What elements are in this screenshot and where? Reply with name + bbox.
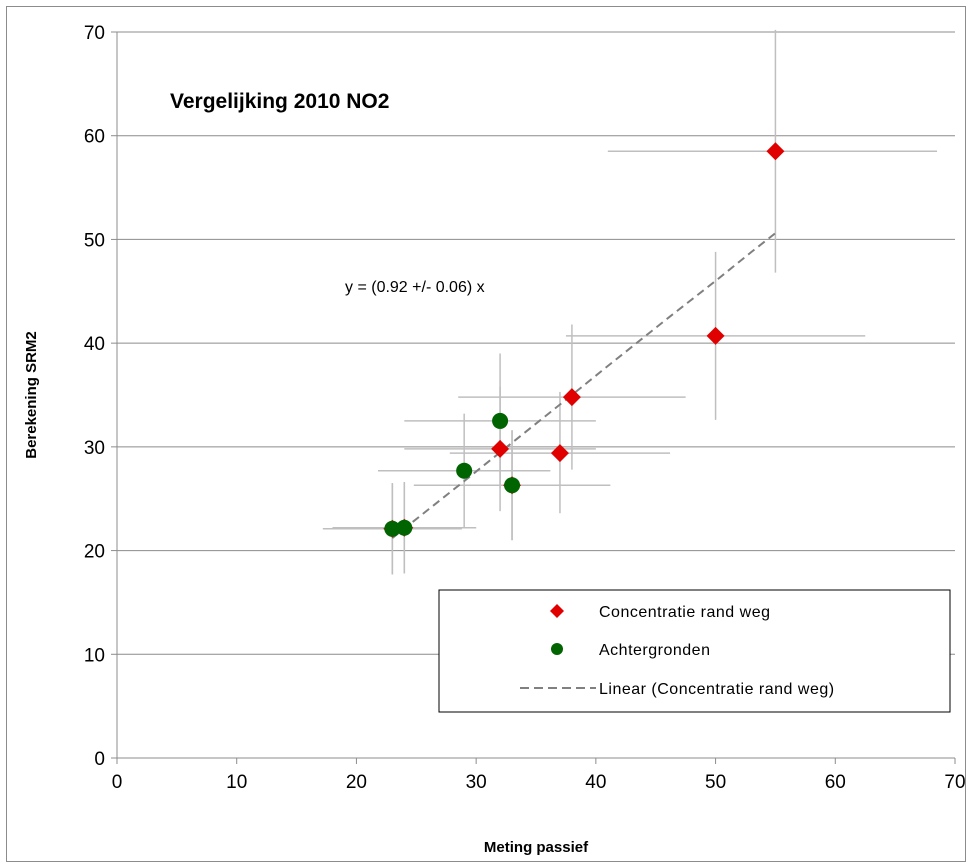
y-tick-label: 60 [84,127,105,148]
legend-marker-concentratie [550,604,564,618]
data-point-achtergrond [492,412,509,429]
y-tick-label: 40 [84,334,105,355]
x-tick-label: 70 [944,772,965,793]
data-point-achtergrond [396,519,413,536]
tick-labels: 0 10 20 30 40 50 60 70 0 10 20 30 40 50 60 70 [84,23,966,793]
x-tick-label: 10 [226,772,247,793]
x-tick-label: 50 [705,772,726,793]
legend-label-achtergronden: Achtergronden [599,642,710,659]
legend-label-linear: Linear (Concentratie rand weg) [599,681,835,698]
data-point-concentratie [550,444,569,463]
x-tick-label: 20 [346,772,367,793]
chart-frame [6,6,966,862]
y-tick-label: 70 [84,23,105,44]
data-point-achtergrond [456,462,473,479]
legend-label-concentratie: Concentratie rand weg [599,604,770,621]
data-points [383,142,785,538]
data-point-concentratie [562,388,581,407]
gridlines [117,31,955,655]
chart-title: Vergelijking 2010 NO2 [170,90,389,113]
data-point-achtergrond [384,520,401,537]
y-tick-label: 30 [84,438,105,459]
x-tick-label: 0 [112,772,123,793]
x-tick-label: 40 [585,772,606,793]
legend: Concentratie rand weg Achtergronden Line… [438,589,951,713]
axes [111,31,956,764]
y-tick-label: 50 [84,230,105,251]
legend-marker-achtergronden [551,643,563,655]
x-axis-title: Meting passief [484,839,589,856]
y-tick-label: 10 [84,645,105,666]
error-bars [322,29,938,575]
data-point-concentratie [491,439,510,458]
trendline-equation: y = (0.92 +/- 0.06) x [345,279,485,296]
data-point-achtergrond [504,477,521,494]
legend-box [438,589,951,713]
x-tick-label: 30 [466,772,487,793]
y-axis-title: Berekening SRM2 [23,331,40,459]
y-tick-label: 20 [84,542,105,563]
trendline [391,232,777,539]
trendline-layer [391,232,777,539]
data-point-concentratie [706,326,725,345]
data-point-concentratie [766,142,785,161]
x-tick-label: 60 [825,772,846,793]
y-tick-label: 0 [94,749,105,770]
